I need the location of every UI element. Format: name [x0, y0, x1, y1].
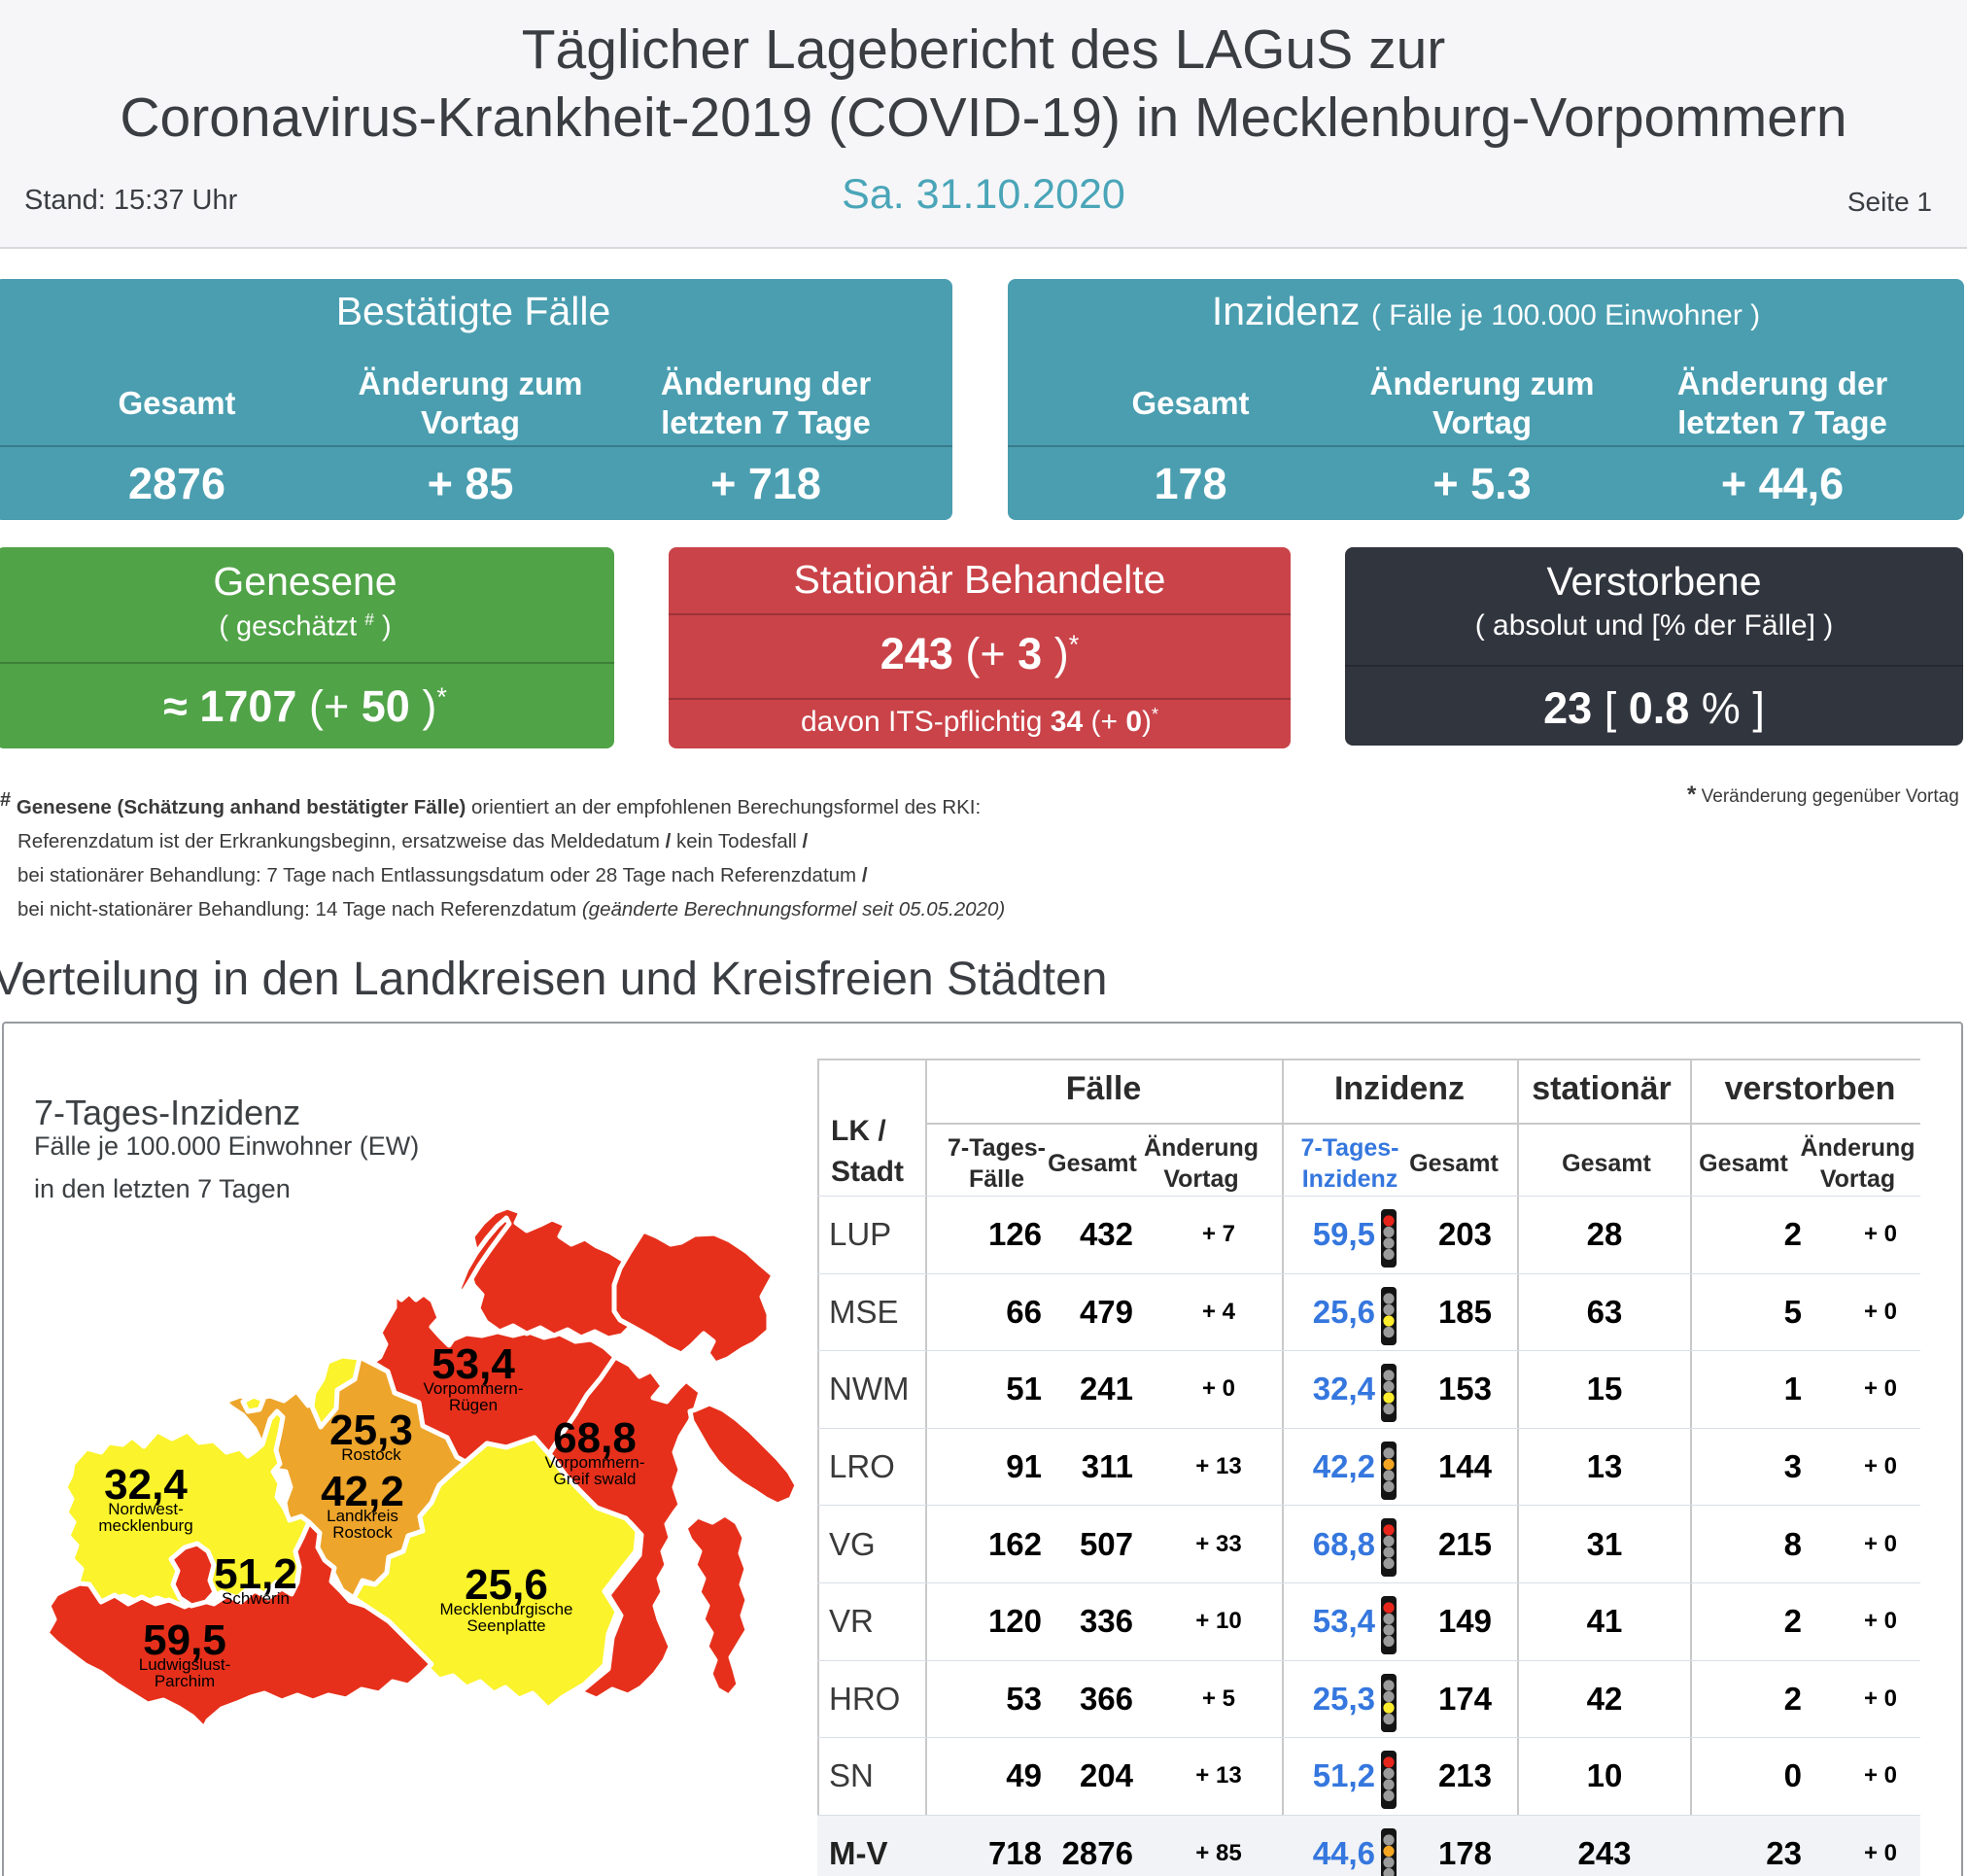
- svg-text:59,5: 59,5: [143, 1616, 226, 1664]
- svg-text:Parchim: Parchim: [155, 1672, 215, 1690]
- svg-text:Ludwigslust-: Ludwigslust-: [139, 1655, 231, 1674]
- svg-text:Rostock: Rostock: [332, 1523, 393, 1542]
- svg-text:Rügen: Rügen: [449, 1396, 498, 1414]
- svg-text:Seenplatte: Seenplatte: [466, 1616, 545, 1635]
- svg-text:Vorpommern-: Vorpommern-: [545, 1453, 645, 1472]
- svg-text:Vorpommern-: Vorpommern-: [424, 1379, 524, 1398]
- svg-text:32,4: 32,4: [104, 1461, 188, 1509]
- svg-text:mecklenburg: mecklenburg: [98, 1516, 192, 1535]
- svg-text:53,4: 53,4: [431, 1340, 515, 1388]
- svg-text:25,3: 25,3: [329, 1407, 413, 1454]
- svg-text:Mecklenburgische: Mecklenburgische: [439, 1600, 572, 1618]
- svg-text:Landkreis: Landkreis: [327, 1507, 398, 1525]
- svg-text:68,8: 68,8: [553, 1414, 637, 1462]
- svg-text:Greif swald: Greif swald: [553, 1470, 636, 1488]
- svg-text:42,2: 42,2: [321, 1468, 404, 1515]
- svg-text:25,6: 25,6: [465, 1561, 548, 1609]
- svg-text:Nordwest-: Nordwest-: [108, 1500, 183, 1518]
- svg-text:51,2: 51,2: [214, 1550, 297, 1598]
- svg-text:Schwerin: Schwerin: [222, 1589, 290, 1608]
- svg-text:Rostock: Rostock: [341, 1445, 401, 1464]
